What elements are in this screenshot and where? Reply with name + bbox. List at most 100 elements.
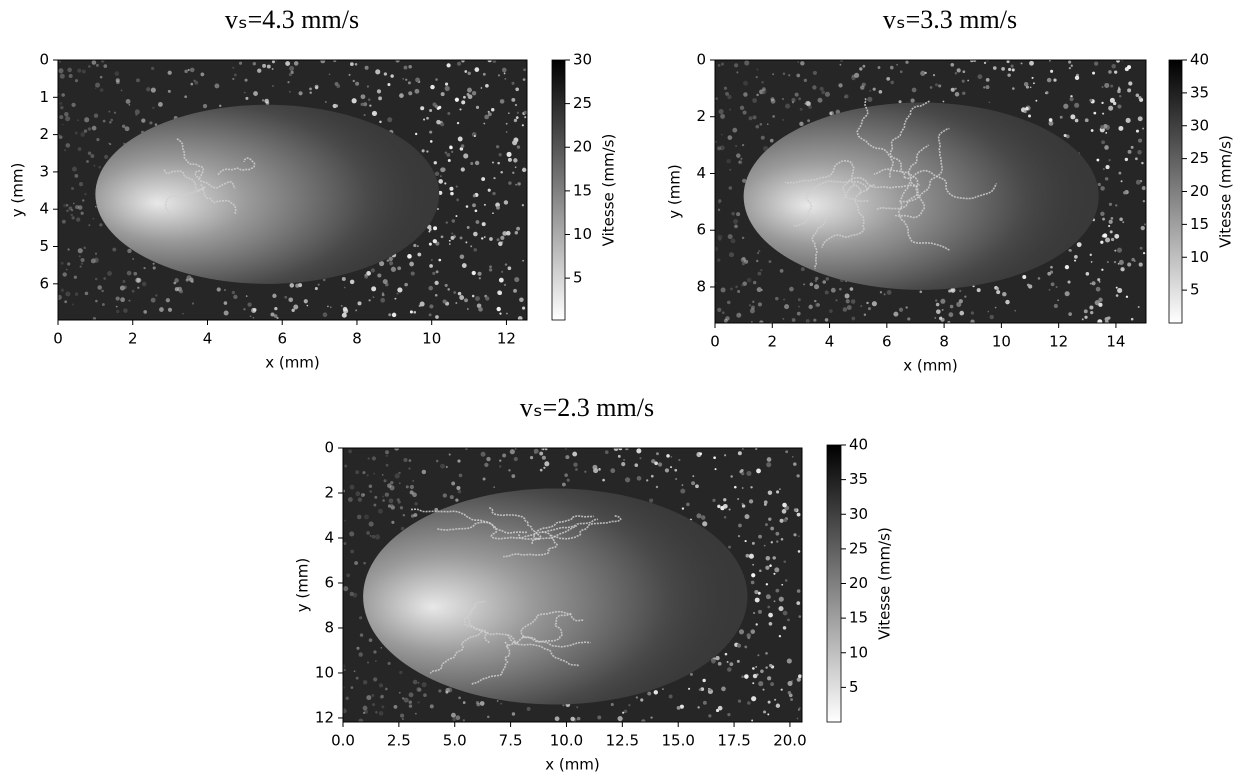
speckle [483, 236, 486, 238]
speckle [738, 160, 741, 164]
speckle [434, 104, 439, 109]
speckle [766, 462, 772, 468]
speckle [954, 71, 958, 75]
speckle [355, 676, 359, 680]
trajectory [463, 600, 490, 644]
speckle [68, 206, 73, 211]
speckle [409, 310, 413, 314]
speckle [409, 261, 414, 267]
speckle [767, 605, 771, 609]
speckle [935, 309, 941, 315]
speckle [74, 292, 79, 296]
speckle [1124, 67, 1129, 72]
speckle [838, 83, 843, 88]
speckle [107, 270, 112, 276]
speckle [890, 80, 895, 85]
speckle [112, 247, 117, 252]
speckle [493, 486, 495, 488]
speckle [554, 716, 560, 722]
speckle [398, 691, 401, 694]
speckle [295, 283, 300, 288]
speckle [377, 273, 382, 278]
speckle [109, 143, 112, 146]
speckle [776, 490, 780, 494]
speckle [358, 652, 363, 657]
speckle [467, 94, 473, 100]
x-tick-label: 4 [825, 333, 835, 351]
speckle [1116, 247, 1123, 253]
speckle [721, 133, 723, 136]
speckle [1063, 133, 1067, 138]
speckle [1023, 110, 1027, 114]
speckle [1111, 64, 1116, 69]
speckle [1137, 306, 1140, 308]
speckle [402, 78, 405, 80]
speckle [1093, 111, 1097, 115]
speckle [122, 124, 126, 128]
speckle [435, 315, 439, 319]
speckle [359, 633, 364, 637]
speckle [1048, 118, 1053, 122]
trajectory [842, 177, 920, 203]
speckle [461, 263, 467, 268]
speckle [200, 72, 205, 77]
speckle [765, 583, 769, 586]
speckle [956, 301, 962, 308]
speckle [391, 520, 395, 524]
speckle [759, 320, 764, 323]
speckle [137, 286, 140, 289]
speckle [126, 270, 132, 276]
speckle [790, 698, 794, 701]
speckle [465, 205, 469, 208]
speckle [503, 200, 509, 205]
speckle [505, 122, 508, 125]
speckle [349, 591, 354, 597]
speckle [355, 81, 360, 86]
speckle [448, 243, 451, 245]
speckle [496, 205, 500, 210]
speckle [941, 308, 944, 311]
speckle [765, 565, 770, 570]
speckle [806, 101, 812, 107]
trajectory [506, 634, 580, 667]
speckle [343, 489, 346, 493]
speckle [152, 262, 155, 265]
speckle [378, 711, 384, 716]
speckle [752, 682, 755, 685]
speckle [782, 626, 787, 630]
speckle [369, 104, 372, 107]
speckle [315, 86, 319, 90]
x-tick-label: 8 [352, 330, 362, 348]
speckle [60, 288, 64, 292]
speckle [610, 468, 616, 474]
speckle [1046, 77, 1052, 83]
panel-title: vₛ=4.3 mm/s [225, 5, 359, 34]
speckle [1008, 67, 1012, 72]
speckle [389, 261, 394, 266]
speckle [487, 60, 492, 63]
speckle [421, 149, 425, 153]
speckle [371, 456, 377, 461]
speckle [396, 498, 400, 502]
speckle [455, 215, 458, 218]
speckle [131, 289, 135, 293]
speckle [756, 287, 762, 293]
speckle [744, 514, 750, 520]
speckle [1006, 60, 1010, 64]
speckle [664, 468, 670, 473]
speckle [508, 469, 511, 472]
speckle [824, 318, 829, 322]
speckle [562, 704, 565, 707]
speckle [575, 468, 578, 471]
speckle [604, 450, 609, 454]
speckle [190, 280, 194, 284]
speckle [191, 302, 195, 305]
speckle [796, 474, 800, 478]
speckle [438, 190, 443, 195]
speckle [565, 455, 570, 460]
speckle [961, 79, 965, 83]
speckle [760, 268, 763, 272]
speckle [1133, 260, 1136, 262]
speckle [752, 300, 755, 303]
speckle [289, 283, 295, 288]
